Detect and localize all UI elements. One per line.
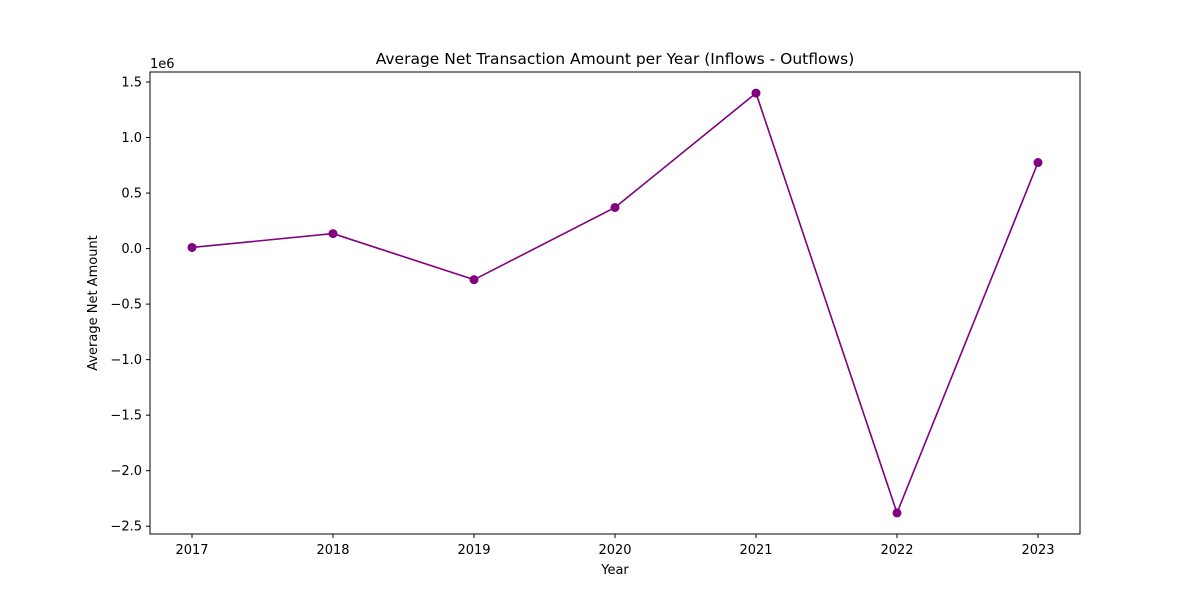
y-axis-label: Average Net Amount (86, 235, 101, 371)
plot-area: 1.5 1.0 0.5 0.0 −0.5 −1.0 −1.5 −2.0 −2.5 2017 2018… (110, 71, 1081, 558)
y-tick-label: −1.5 (110, 409, 142, 424)
x-tick-label: 2017 (175, 543, 208, 558)
x-tick-label: 2023 (1021, 543, 1054, 558)
data-point (751, 88, 761, 98)
y-tick-label: 0.0 (121, 242, 142, 257)
y-tick-label: −2.5 (110, 520, 142, 535)
plot-frame (149, 71, 1081, 535)
series-line (191, 91, 1039, 516)
x-axis-label: Year (600, 563, 629, 578)
data-point (328, 229, 338, 239)
x-tick-label: 2022 (880, 543, 913, 558)
y-tick-label: −0.5 (110, 298, 142, 313)
x-tick-label: 2021 (739, 543, 772, 558)
y-axis-offset-label: 1e6 (150, 57, 175, 72)
y-tick-label: 0.5 (121, 187, 142, 202)
y-tick-label: 1.0 (121, 131, 142, 146)
data-point (187, 242, 197, 252)
chart-title: Average Net Transaction Amount per Year … (376, 50, 855, 68)
data-point (469, 275, 479, 285)
data-point (1033, 158, 1043, 168)
x-tick-label: 2018 (316, 543, 349, 558)
x-tick-label: 2019 (457, 543, 490, 558)
x-tick-label: 2020 (598, 543, 631, 558)
y-tick-label: 1.5 (121, 75, 142, 90)
data-point (610, 202, 620, 212)
y-tick-label: −2.0 (110, 464, 142, 479)
data-point (892, 508, 902, 518)
y-tick-label: −1.0 (110, 353, 142, 368)
